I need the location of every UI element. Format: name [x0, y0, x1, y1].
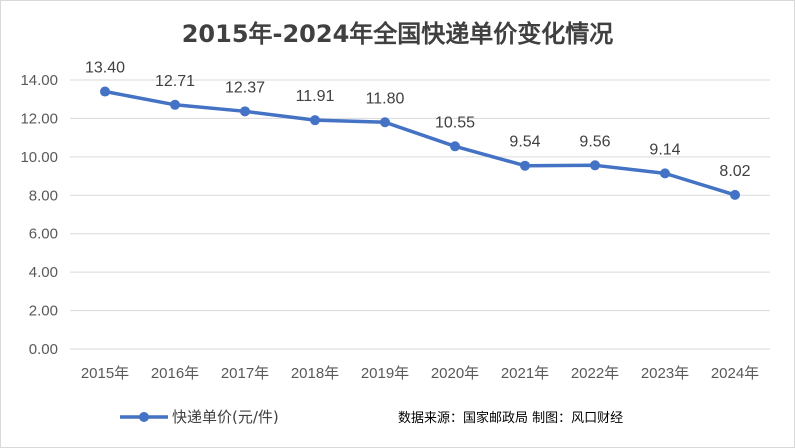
- x-tick-label: 2015年: [81, 365, 129, 382]
- y-tick-label: 4.00: [29, 264, 58, 281]
- data-label: 9.56: [579, 133, 610, 150]
- x-tick-label: 2016年: [151, 365, 199, 382]
- x-tick-label: 2017年: [221, 365, 269, 382]
- data-labels: 13.40 12.71 12.37 11.91 11.80 10.55 9.54 9.56 9.…: [85, 60, 751, 180]
- data-point: [730, 189, 740, 200]
- grid-lines: [70, 79, 770, 350]
- data-label: 10.55: [435, 114, 475, 131]
- data-point: [100, 86, 110, 97]
- y-tick-label: 10.00: [20, 149, 58, 166]
- legend: 快递单价(元/件): [120, 408, 279, 426]
- data-point: [240, 106, 250, 117]
- y-tick-label: 14.00: [20, 72, 58, 89]
- data-point: [310, 115, 320, 126]
- data-label: 12.71: [155, 73, 195, 90]
- data-label: 11.80: [366, 90, 405, 107]
- data-point: [590, 160, 600, 171]
- data-point: [170, 99, 180, 110]
- y-tick-label: 8.00: [29, 187, 58, 204]
- data-label: 8.02: [719, 163, 750, 180]
- y-tick-label: 6.00: [29, 226, 58, 243]
- x-tick-label: 2021年: [501, 365, 549, 382]
- series-group: [100, 86, 740, 200]
- data-point: [450, 141, 460, 152]
- data-label: 9.54: [509, 134, 540, 151]
- chart-title: 2015年-2024年全国快递单价变化情况: [181, 20, 614, 48]
- y-axis-tick-labels: 0.00 2.00 4.00 6.00 8.00 10.00 12.00 14.00: [20, 72, 58, 358]
- x-tick-label: 2024年: [711, 365, 759, 382]
- x-tick-label: 2018年: [291, 365, 339, 382]
- y-tick-label: 2.00: [29, 303, 58, 320]
- data-point: [380, 117, 390, 128]
- y-tick-label: 0.00: [29, 341, 58, 358]
- x-tick-label: 2020年: [431, 365, 479, 382]
- data-point: [660, 168, 670, 179]
- legend-marker: [139, 412, 149, 422]
- data-label: 9.14: [649, 141, 680, 158]
- legend-label: 快递单价(元/件): [172, 408, 279, 426]
- y-tick-label: 12.00: [20, 110, 58, 127]
- data-label: 12.37: [225, 79, 265, 96]
- series-line: [103, 89, 737, 197]
- data-point: [520, 160, 530, 171]
- x-tick-label: 2019年: [361, 365, 409, 382]
- x-tick-label: 2023年: [641, 365, 689, 382]
- data-label: 13.40: [85, 60, 125, 77]
- x-tick-label: 2022年: [571, 365, 619, 382]
- x-axis-tick-labels: 2015年 2016年 2017年 2018年 2019年 2020年 2021年 2022年…: [81, 365, 759, 382]
- data-label: 11.91: [296, 88, 335, 105]
- source-note: 数据来源：国家邮政局 制图：风口财经: [398, 410, 623, 426]
